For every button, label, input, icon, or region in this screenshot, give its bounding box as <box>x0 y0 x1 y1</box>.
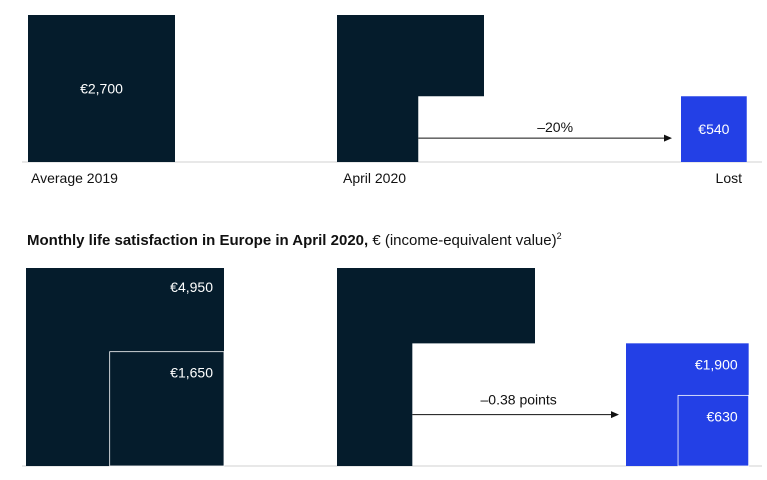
chart-life-satisfaction-title: Monthly life satisfaction in Europe in A… <box>27 231 562 249</box>
title-footnote: 2 <box>556 231 562 241</box>
bar-april-2020 <box>337 15 484 162</box>
chart-life-satisfaction-svg: €4,950 €1,650 €1,900 €630 –0.38 points <box>22 268 762 467</box>
category-label-april-2020: April 2020 <box>343 170 406 186</box>
bar-right <box>626 343 749 466</box>
inner-box-right <box>677 394 750 467</box>
value-label-lost: €540 <box>698 121 729 137</box>
annotation-change: –20% <box>537 119 573 135</box>
title-suffix: € (income-equivalent value) <box>372 232 557 249</box>
arrowhead-icon <box>611 411 619 419</box>
inner-value-label-right: €630 <box>707 408 738 424</box>
category-label-average-2019: Average 2019 <box>31 170 118 186</box>
chart-income: €2,700 €540 –20% Average 2019 April 2020… <box>0 0 767 200</box>
category-label-lost: Lost <box>716 170 743 186</box>
bar-lost <box>681 96 747 162</box>
bar-average-2019 <box>28 15 175 162</box>
chart-income-svg: €2,700 €540 –20% Average 2019 April 2020… <box>22 15 762 186</box>
annotation-change: –0.38 points <box>481 392 557 408</box>
value-label-right: €1,900 <box>695 356 738 372</box>
inner-box-left <box>109 351 225 467</box>
value-label-left: €4,950 <box>170 279 213 295</box>
title-bold: Monthly life satisfaction in Europe in A… <box>27 232 369 249</box>
bar-middle <box>337 268 535 466</box>
value-label-average-2019: €2,700 <box>80 81 123 97</box>
chart-life-satisfaction: €4,950 €1,650 €1,900 €630 –0.38 points <box>0 260 767 480</box>
inner-value-label-left: €1,650 <box>170 365 213 381</box>
arrowhead-icon <box>664 134 672 142</box>
bar-left <box>26 268 224 466</box>
